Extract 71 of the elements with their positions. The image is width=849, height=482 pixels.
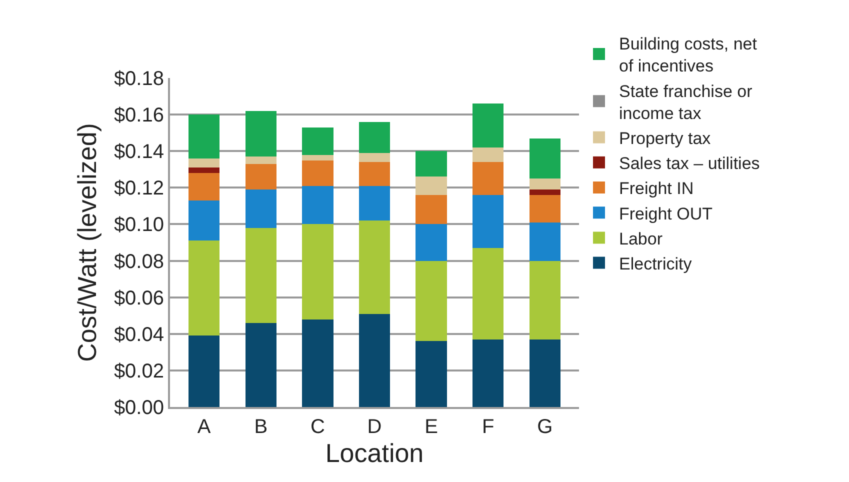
- legend-label: State franchise or income tax: [619, 82, 753, 123]
- bar: [302, 186, 334, 224]
- y-tick-label: $0.06: [114, 287, 164, 310]
- y-tick-label: $0.16: [114, 104, 164, 127]
- bar: [358, 122, 390, 153]
- bar: [416, 151, 447, 177]
- bar: [245, 110, 277, 157]
- y-axis-title: Cost/Watt (levelized): [72, 123, 102, 362]
- x-tick-label: B: [254, 416, 268, 438]
- bar: [188, 240, 220, 336]
- bar: [358, 314, 390, 407]
- bar: [529, 222, 561, 261]
- bar: [302, 224, 334, 320]
- bar: [188, 173, 220, 200]
- bar: [416, 224, 447, 261]
- x-tick-label: A: [197, 416, 212, 438]
- y-tick-label: $0.00: [114, 397, 164, 419]
- y-tick-label: $0.08: [114, 250, 164, 273]
- bar: [529, 178, 561, 190]
- bar: [188, 336, 220, 407]
- bar: [302, 319, 334, 407]
- bar: [529, 189, 561, 195]
- bar: [245, 164, 277, 190]
- bar: [472, 104, 504, 148]
- bar: [472, 194, 504, 248]
- bar: [472, 339, 504, 407]
- bar: [529, 260, 561, 340]
- bar: [245, 189, 277, 228]
- bar: [358, 220, 390, 314]
- x-tick-label: G: [537, 416, 553, 438]
- bar: [188, 200, 220, 241]
- x-tick-label: D: [367, 416, 382, 438]
- y-tick-label: $0.18: [114, 68, 164, 90]
- legend-label: Sales tax – utilities: [619, 154, 760, 174]
- bar: [529, 194, 561, 222]
- bar: [416, 176, 447, 195]
- y-tick-label: $0.12: [114, 178, 164, 200]
- bar: [188, 114, 220, 158]
- bar: [416, 194, 447, 224]
- bar: [188, 168, 220, 174]
- bar: [302, 154, 334, 160]
- bar: [245, 322, 277, 407]
- bar: [245, 228, 277, 323]
- legend-label: Electricity: [619, 254, 692, 274]
- y-tick-label: $0.14: [114, 141, 164, 164]
- legend-label: Labor: [619, 229, 663, 248]
- bar: [358, 162, 390, 186]
- bar: [472, 162, 504, 195]
- bar: [472, 147, 504, 162]
- bar: [529, 138, 561, 179]
- bar: [188, 158, 220, 168]
- y-tick-label: $0.10: [114, 214, 164, 236]
- legend-label: Freight IN: [619, 179, 694, 198]
- bar: [529, 339, 561, 407]
- legend-label: Freight OUT: [619, 204, 713, 224]
- bar: [416, 341, 447, 407]
- x-tick-label: F: [482, 416, 494, 438]
- bar: [472, 248, 504, 340]
- y-tick-label: $0.02: [114, 360, 164, 382]
- bar: [245, 156, 277, 164]
- legend-label: Building costs, net of incentives: [619, 34, 758, 76]
- legend-label: Property tax: [619, 128, 712, 148]
- x-axis-title: Location: [325, 438, 424, 468]
- bar: [302, 127, 334, 155]
- bar: [416, 260, 447, 342]
- x-tick-label: C: [310, 416, 325, 438]
- bar: [302, 160, 334, 186]
- x-tick-label: E: [424, 416, 438, 438]
- bar: [358, 152, 390, 162]
- bar: [358, 186, 390, 221]
- y-tick-label: $0.04: [114, 324, 164, 346]
